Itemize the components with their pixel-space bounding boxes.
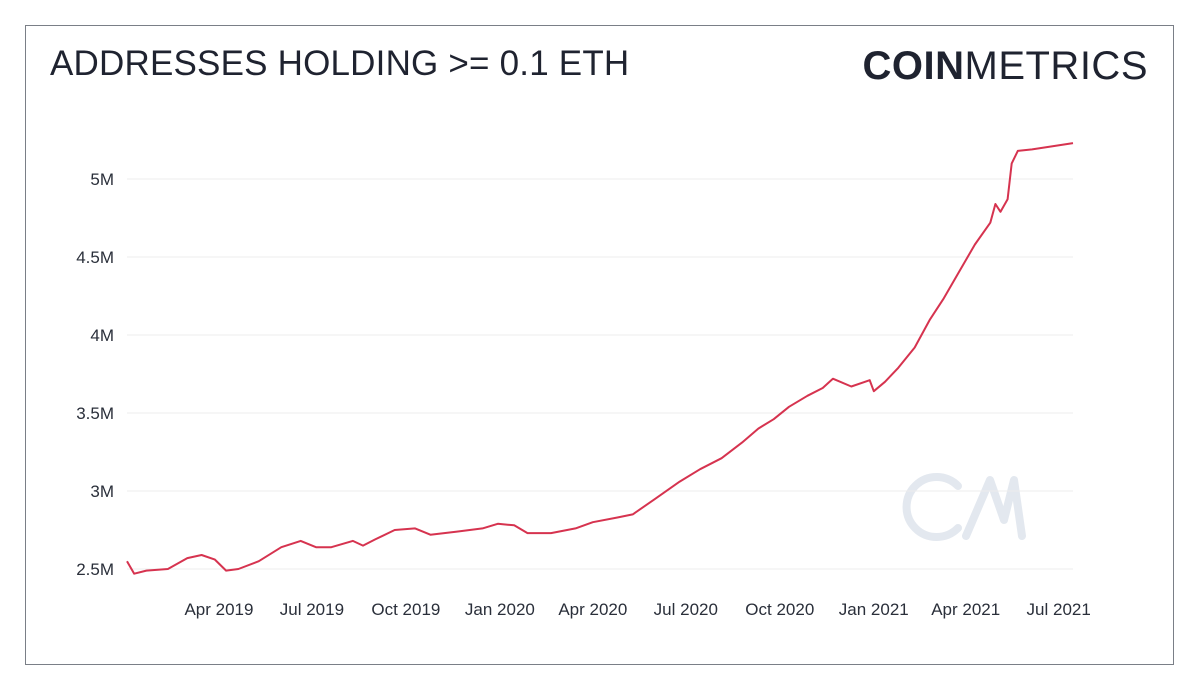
- y-tick-label: 5M: [90, 170, 114, 189]
- logo-light-text: METRICS: [964, 44, 1148, 88]
- x-tick-label: Jul 2019: [280, 600, 344, 619]
- x-tick-label: Oct 2019: [371, 600, 440, 619]
- x-tick-label: Jan 2020: [465, 600, 535, 619]
- x-tick-label: Jul 2020: [654, 600, 718, 619]
- y-tick-label: 3M: [90, 482, 114, 501]
- y-tick-label: 3.5M: [76, 404, 114, 423]
- y-axis-labels: 2.5M 3M 3.5M 4M 4.5M 5M: [76, 170, 114, 579]
- y-tick-label: 2.5M: [76, 560, 114, 579]
- x-tick-label: Apr 2021: [931, 600, 1000, 619]
- grid-lines: [127, 178, 1073, 570]
- y-tick-label: 4M: [90, 326, 114, 345]
- series-layer: [126, 142, 1074, 575]
- coinmetrics-logo: COINMETRICS: [863, 42, 1149, 90]
- x-axis-labels: Apr 2019 Jul 2019 Oct 2019 Jan 2020 Apr 2020…: [184, 600, 1090, 619]
- x-tick-label: Apr 2019: [184, 600, 253, 619]
- series-line-0: [126, 142, 1074, 575]
- cm-watermark-icon: [902, 473, 1026, 541]
- x-tick-label: Apr 2020: [558, 600, 627, 619]
- chart-frame: [25, 25, 1174, 665]
- logo-bold-text: COIN: [862, 44, 965, 88]
- chart-title: ADDRESSES HOLDING >= 0.1 ETH: [50, 44, 630, 83]
- x-tick-label: Jul 2021: [1027, 600, 1091, 619]
- x-tick-label: Oct 2020: [745, 600, 814, 619]
- y-tick-label: 4.5M: [76, 248, 114, 267]
- x-tick-label: Jan 2021: [839, 600, 909, 619]
